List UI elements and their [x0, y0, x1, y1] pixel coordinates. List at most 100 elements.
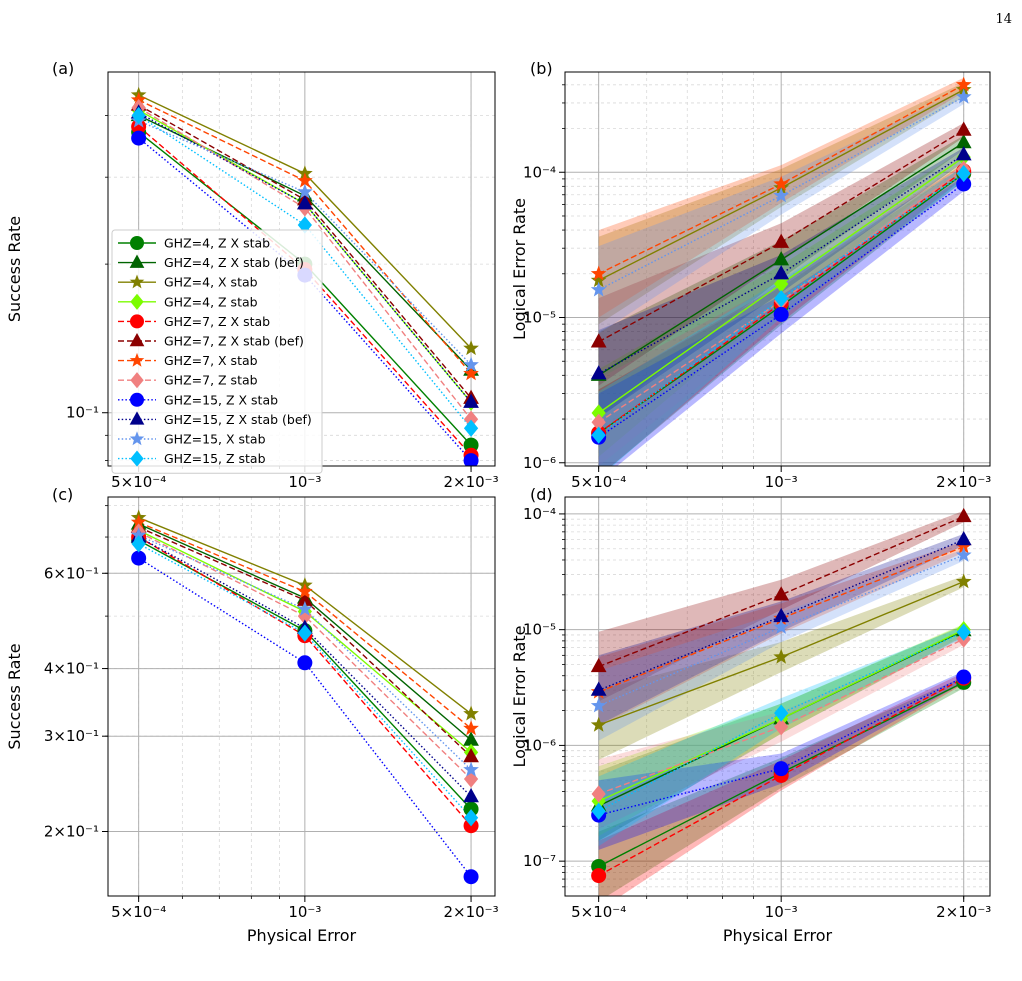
y-tick-label: 10⁻⁷: [523, 852, 556, 870]
legend-marker: [130, 236, 144, 250]
legend-marker: [129, 254, 145, 268]
data-point: [590, 333, 607, 348]
x-tick-label: 10⁻³: [288, 473, 321, 491]
data-point: [463, 787, 479, 803]
confidence-band: [598, 626, 964, 847]
data-point: [590, 265, 607, 281]
y-tick-label: 10⁻⁶: [523, 736, 556, 754]
data-point: [591, 413, 606, 431]
data-point: [956, 176, 972, 192]
confidence-band: [598, 82, 964, 325]
y-tick-label: 6×10⁻¹: [44, 564, 99, 582]
panel-c: 2×10⁻¹ 3×10⁻¹ 4×10⁻¹ 6×10⁻¹ 5×10⁻⁴ 10⁻³ 2×10⁻³…: [5, 485, 499, 945]
data-point: [297, 216, 312, 234]
data-point: [463, 801, 479, 817]
data-point: [773, 187, 789, 203]
data-point: [955, 573, 972, 589]
panel-label: (a): [52, 59, 74, 78]
data-point: [297, 583, 313, 599]
confidence-band: [598, 676, 964, 896]
panel-d: 10⁻⁷ 10⁻⁶ 10⁻⁵ 10⁻⁴ 5×10⁻⁴ 10⁻³ 2×10⁻³ (d) Logic…: [510, 485, 991, 945]
x-axis-label: Physical Error: [247, 926, 357, 945]
legend: GHZ=4, Z X stab GHZ=4, Z X stab (bef) GHZ=…: [111, 229, 323, 474]
series-line: [598, 515, 964, 668]
confidence-band: [598, 150, 964, 457]
panel-b: 10⁻⁶ 10⁻⁵ 10⁻⁴ 5×10⁻⁴ 10⁻³ 2×10⁻³ (b) Logical E…: [510, 59, 991, 491]
data-point: [297, 600, 313, 616]
data-point: [773, 586, 790, 601]
legend-marker: [129, 431, 145, 446]
data-point: [130, 514, 147, 530]
data-point: [297, 655, 313, 671]
series-line: [138, 120, 472, 366]
legend-entry: GHZ=15, Z stab: [164, 451, 266, 466]
y-tick-label: 10⁻¹: [66, 404, 99, 422]
data-point: [773, 233, 790, 248]
x-tick-label: 5×10⁻⁴: [571, 903, 626, 921]
confidence-band: [598, 541, 964, 727]
legend-entry: GHZ=7, Z stab: [164, 373, 258, 388]
legend-entry: GHZ=4, Z stab: [164, 294, 258, 309]
panel-label: (d): [530, 485, 553, 504]
page-number: 14: [995, 12, 1012, 27]
data-point: [590, 657, 607, 673]
data-point: [297, 172, 313, 188]
x-tick-label: 10⁻³: [765, 473, 798, 491]
data-point: [297, 183, 313, 199]
y-tick-label: 4×10⁻¹: [44, 660, 99, 678]
y-axis-label: Success Rate: [5, 643, 24, 749]
plot-frame: [107, 496, 496, 897]
data-point: [463, 340, 479, 356]
data-point: [463, 809, 479, 827]
x-tick-label: 10⁻³: [765, 903, 798, 921]
data-point: [590, 272, 607, 288]
data-point: [463, 869, 479, 885]
legend-marker: [129, 411, 145, 425]
data-point: [591, 802, 606, 820]
x-tick-label: 2×10⁻³: [443, 473, 498, 491]
x-tick-label: 10⁻³: [288, 903, 321, 921]
data-point: [956, 623, 971, 641]
legend-entry: GHZ=4, X stab: [164, 275, 258, 290]
legend-marker: [130, 392, 144, 407]
legend-marker: [129, 352, 145, 367]
y-tick-label: 10⁻⁶: [523, 454, 556, 472]
confidence-band: [598, 549, 964, 741]
legend-entry: GHZ=4, Z X stab (bef): [164, 255, 304, 270]
legend-entry: GHZ=15, Z X stab: [164, 392, 278, 407]
data-point: [463, 731, 479, 746]
series-line: [598, 170, 965, 434]
data-point: [774, 289, 789, 308]
y-tick-label: 3×10⁻¹: [44, 727, 99, 745]
data-point: [955, 146, 972, 161]
x-axis-label: Physical Error: [723, 926, 833, 945]
data-point: [774, 704, 789, 722]
y-axis-label: Logical Error Rate: [510, 626, 529, 768]
legend-marker: [130, 314, 144, 329]
plot-frame: [564, 496, 991, 897]
data-point: [773, 761, 789, 777]
x-tick-label: 2×10⁻³: [443, 903, 498, 921]
plot-area: [590, 507, 972, 896]
panel-label: (c): [52, 485, 73, 504]
data-point: [463, 720, 479, 736]
x-tick-label: 5×10⁻⁴: [111, 903, 166, 921]
x-tick-label: 5×10⁻⁴: [571, 473, 626, 491]
legend-marker: [129, 274, 145, 289]
legend-entry: GHZ=7, Z X stab (bef): [164, 334, 304, 349]
data-point: [297, 624, 312, 642]
series-line: [138, 114, 472, 429]
data-point: [956, 669, 972, 685]
legend-marker: [130, 293, 144, 310]
data-point: [955, 546, 972, 562]
data-point: [463, 705, 479, 721]
data-point: [955, 507, 972, 523]
legend-marker: [130, 450, 144, 467]
legend-entry: GHZ=7, X stab: [164, 353, 258, 368]
data-point: [463, 393, 479, 408]
data-point: [773, 265, 790, 280]
data-point: [590, 716, 607, 732]
plot-area: [130, 509, 479, 885]
y-tick-label: 10⁻⁵: [523, 621, 556, 639]
